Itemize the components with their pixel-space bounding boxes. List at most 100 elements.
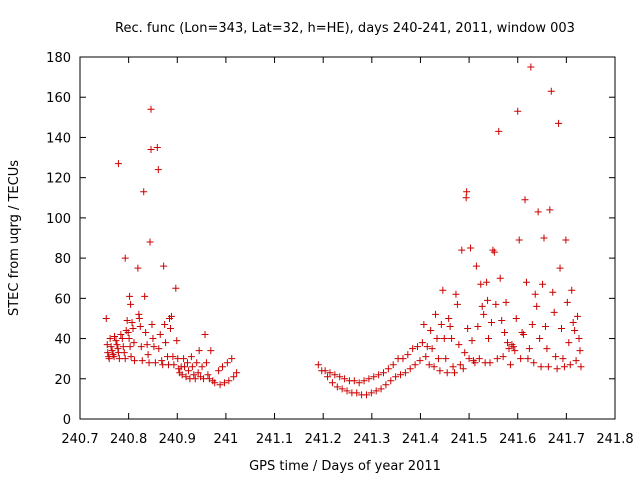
data-point — [114, 349, 122, 357]
data-point — [387, 377, 395, 385]
data-point — [399, 355, 407, 363]
data-point — [533, 302, 541, 310]
data-point — [404, 351, 412, 359]
data-point — [149, 335, 157, 343]
data-point — [540, 234, 548, 242]
data-point — [377, 385, 385, 393]
data-point — [108, 347, 116, 355]
x-tick-label: 241.3 — [353, 432, 390, 447]
data-point — [140, 188, 148, 196]
data-point — [187, 353, 195, 361]
data-point — [462, 194, 470, 202]
data-point — [362, 391, 370, 399]
data-point — [428, 345, 436, 353]
data-point — [146, 238, 154, 246]
x-tick-label: 240.9 — [159, 432, 196, 447]
data-point — [124, 329, 132, 337]
data-point — [522, 278, 530, 286]
data-point — [321, 367, 329, 375]
data-point — [553, 365, 561, 373]
data-point — [534, 208, 542, 216]
data-point — [190, 371, 198, 379]
data-point — [114, 160, 122, 168]
data-point — [160, 262, 168, 270]
data-point — [409, 345, 417, 353]
data-point — [427, 327, 435, 335]
data-point — [106, 335, 114, 343]
data-point — [141, 292, 149, 300]
data-point — [443, 369, 451, 377]
data-point — [499, 353, 507, 361]
data-point — [154, 166, 162, 174]
data-point — [437, 320, 445, 328]
y-axis-label: STEC from uqrg / TECUs — [7, 160, 22, 316]
data-point — [455, 341, 463, 349]
data-point — [367, 389, 375, 397]
data-point — [103, 341, 111, 349]
data-point — [544, 363, 552, 371]
data-point — [151, 359, 159, 367]
data-point — [123, 316, 131, 324]
data-point — [498, 316, 506, 324]
data-point — [574, 312, 582, 320]
data-point — [392, 373, 400, 381]
data-point — [420, 320, 428, 328]
y-tick-label: 80 — [54, 252, 71, 267]
data-point — [102, 314, 110, 322]
data-point — [162, 339, 170, 347]
data-point — [459, 365, 467, 373]
data-point — [521, 196, 529, 204]
data-point — [572, 357, 580, 365]
data-point — [492, 300, 500, 308]
data-point — [449, 363, 457, 371]
data-point — [468, 337, 476, 345]
data-point — [188, 363, 196, 371]
data-point — [127, 300, 135, 308]
data-point — [463, 188, 471, 196]
data-point — [159, 361, 167, 369]
data-point — [350, 377, 358, 385]
data-point — [338, 385, 346, 393]
data-point — [471, 359, 479, 367]
data-point — [512, 314, 520, 322]
data-point — [556, 264, 564, 272]
x-tick-label: 240.8 — [110, 432, 147, 447]
data-point — [144, 351, 152, 359]
data-point — [158, 357, 166, 365]
data-point — [504, 339, 512, 347]
data-point — [502, 298, 510, 306]
data-point — [537, 363, 545, 371]
data-point — [423, 343, 431, 351]
x-axis-label: GPS time / Days of year 2011 — [249, 459, 441, 474]
data-point — [216, 381, 224, 389]
data-point — [389, 361, 397, 369]
data-point — [547, 87, 555, 95]
data-point — [137, 343, 145, 351]
data-point — [134, 264, 142, 272]
data-point — [422, 353, 430, 361]
x-tick-label: 241.8 — [596, 432, 633, 447]
y-tick-label: 20 — [54, 373, 71, 388]
data-point — [559, 355, 567, 363]
data-point — [126, 343, 134, 351]
data-point — [129, 325, 137, 332]
data-point — [456, 361, 464, 369]
data-point — [153, 144, 161, 151]
data-point — [560, 363, 568, 371]
data-point — [509, 343, 517, 351]
data-point — [451, 369, 458, 377]
data-point — [142, 329, 150, 337]
data-point — [223, 359, 231, 367]
data-point — [565, 339, 573, 347]
data-point — [233, 369, 241, 377]
x-tick-label: 241.1 — [256, 432, 293, 447]
data-point — [569, 318, 577, 326]
data-point — [543, 345, 551, 353]
data-point — [448, 335, 456, 343]
x-tick-label: 241.4 — [402, 432, 439, 447]
data-point — [119, 343, 127, 351]
data-point — [328, 379, 336, 387]
data-point — [169, 353, 177, 361]
y-tick-label: 120 — [46, 172, 71, 187]
